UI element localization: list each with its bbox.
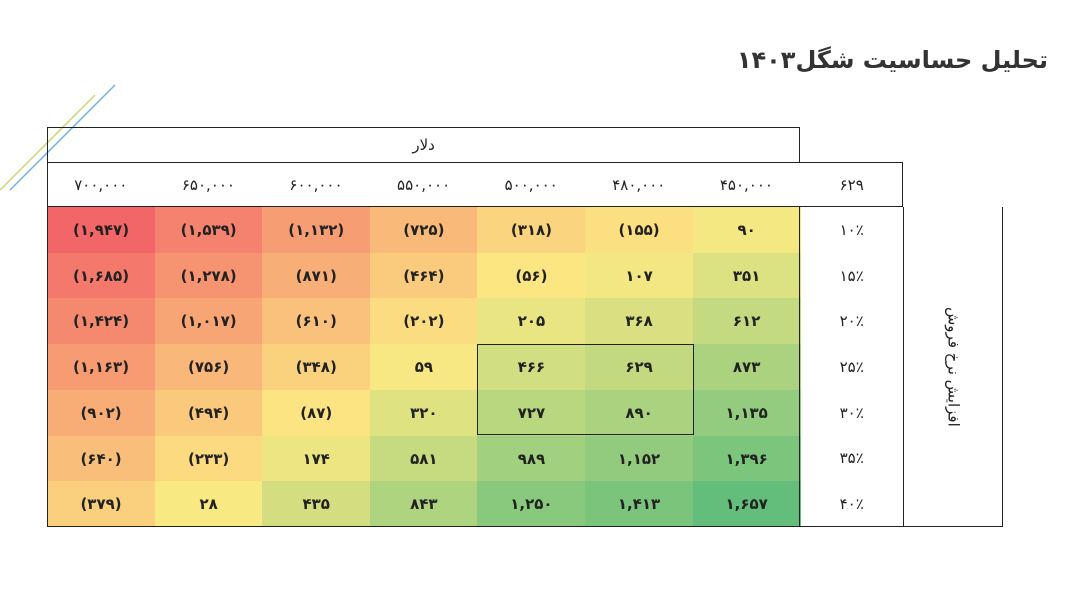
cell: ۴۶۶ (477, 344, 586, 391)
cell: ۶۱۲ (692, 298, 801, 345)
cell: ۵۸۱ (369, 435, 478, 482)
column-header: ۶۵۰,۰۰۰ (181, 175, 235, 194)
cell: ۱۷۴ (262, 435, 371, 482)
cell: (۱,۹۴۷) (47, 207, 156, 254)
column-header: ۴۵۰,۰۰۰ (719, 175, 773, 194)
cell: ۱,۱۳۵ (692, 389, 801, 436)
cell: ۱,۶۵۷ (692, 481, 801, 528)
row-label: ۴۰٪ (839, 495, 864, 514)
row-label: ۳۰٪ (839, 403, 864, 422)
cell: ۳۶۸ (585, 298, 694, 345)
cell: (۳۱۸) (477, 207, 586, 254)
column-header: ۷۰۰,۰۰۰ (74, 175, 128, 194)
column-header: ۵۵۰,۰۰۰ (397, 175, 451, 194)
body-frame (47, 207, 801, 527)
cell: (۴۹۴) (154, 389, 263, 436)
cell: (۳۴۸) (262, 344, 371, 391)
cell: ۲۸ (154, 481, 263, 528)
column-header: ۶۰۰,۰۰۰ (289, 175, 343, 194)
column-header: ۵۰۰,۰۰۰ (504, 175, 558, 194)
row-label: ۳۵٪ (839, 449, 864, 468)
cell: ۱,۳۹۶ (692, 435, 801, 482)
row-label: ۲۵٪ (839, 357, 864, 376)
cell: ۸۴۳ (369, 481, 478, 528)
title: تحلیل حساسیت شگل۱۴۰۳ (736, 46, 1048, 74)
corner: ۶۲۹ (839, 175, 864, 194)
column-group: دلار (47, 127, 801, 162)
row-label: ۱۵٪ (839, 266, 864, 285)
cell: (۵۶) (477, 252, 586, 299)
cell: ۳۵۱ (692, 252, 801, 299)
cell: (۱,۱۶۳) (47, 344, 156, 391)
cell: ۹۰ (692, 207, 801, 254)
cell: (۱,۲۷۸) (154, 252, 263, 299)
cell: ۱,۲۵۰ (477, 481, 586, 528)
cell: ۷۲۷ (477, 389, 586, 436)
column-header: ۴۸۰,۰۰۰ (612, 175, 666, 194)
cell: (۱۵۵) (585, 207, 694, 254)
label-frame (800, 207, 1003, 527)
cell: ۱,۴۱۳ (585, 481, 694, 528)
cell: ۸۹۰ (585, 389, 694, 436)
cell: ۴۳۵ (262, 481, 371, 528)
cell: (۷۵۶) (154, 344, 263, 391)
cell: (۱,۵۳۹) (154, 207, 263, 254)
cell: (۷۲۵) (369, 207, 478, 254)
row-label: ۲۰٪ (839, 312, 864, 331)
cell: (۸۷) (262, 389, 371, 436)
cell: (۱,۴۲۴) (47, 298, 156, 345)
row-group: افزایش نرخ فروش (903, 207, 1003, 527)
cell: ۵۹ (369, 344, 478, 391)
row-label: ۱۰٪ (839, 220, 864, 239)
cell: (۶۱۰) (262, 298, 371, 345)
cell: (۱,۶۸۵) (47, 252, 156, 299)
cell: (۶۴۰) (47, 435, 156, 482)
cell: ۶۲۹ (585, 344, 694, 391)
cell: (۱,۱۳۲) (262, 207, 371, 254)
cell: (۴۶۴) (369, 252, 478, 299)
cell: ۱۰۷ (585, 252, 694, 299)
cell: ۸۷۳ (692, 344, 801, 391)
cell: ۲۰۵ (477, 298, 586, 345)
cell: ۱,۱۵۲ (585, 435, 694, 482)
cell: (۲۳۳) (154, 435, 263, 482)
cell: (۱,۰۱۷) (154, 298, 263, 345)
cell: (۲۰۲) (369, 298, 478, 345)
cell: ۹۸۹ (477, 435, 586, 482)
header-frame (47, 162, 904, 207)
cell: ۳۲۰ (369, 389, 478, 436)
cell: (۹۰۲) (47, 389, 156, 436)
highlight (477, 344, 694, 436)
cell: (۸۷۱) (262, 252, 371, 299)
cell: (۳۷۹) (47, 481, 156, 528)
